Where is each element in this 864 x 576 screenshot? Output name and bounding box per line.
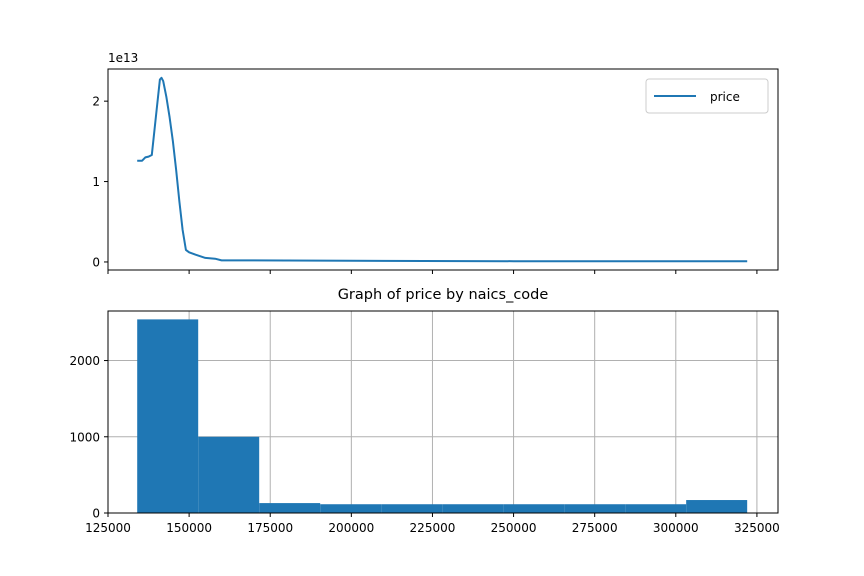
histogram-xtick-label: 125000 <box>85 521 131 535</box>
histogram-bar <box>564 504 626 513</box>
line-ytick-label: 2 <box>92 95 100 109</box>
histogram-bar <box>320 504 382 513</box>
line-y-axis: 0 1 2 <box>92 95 108 269</box>
histogram-bar <box>381 504 443 513</box>
histogram-bar <box>198 436 260 513</box>
line-chart-frame <box>107 68 779 271</box>
histogram-title: Graph of price by naics_code <box>338 287 549 303</box>
histogram-bar <box>686 500 748 513</box>
histogram-xtick-label: 200000 <box>328 521 374 535</box>
histogram-panel: Graph of price by naics_code 0 1000 2000 1… <box>69 287 779 535</box>
line-chart-panel: 0 1 2 1e13 price <box>92 51 779 274</box>
histogram-xtick-label: 275000 <box>572 521 618 535</box>
histogram-frame <box>107 310 779 514</box>
line-plot-area <box>137 76 748 263</box>
histogram-bar <box>259 503 321 513</box>
histogram-bar <box>137 319 199 513</box>
histogram-bar <box>442 504 504 513</box>
histogram-xtick-label: 225000 <box>410 521 456 535</box>
legend-entry-price: price <box>710 90 740 104</box>
histogram-xtick-label: 300000 <box>653 521 699 535</box>
histogram-bar <box>503 504 565 513</box>
histogram-bars <box>137 319 748 513</box>
histogram-xtick-label: 175000 <box>247 521 293 535</box>
histogram-ytick-label: 2000 <box>69 354 100 368</box>
line-x-axis <box>107 270 758 274</box>
histogram-xtick-label: 250000 <box>491 521 537 535</box>
legend: price <box>645 78 769 114</box>
histogram-xtick-label: 150000 <box>166 521 212 535</box>
line-ytick-label: 0 <box>92 255 100 269</box>
histogram-ytick-label: 1000 <box>69 430 100 444</box>
histogram-x-axis: 125000 150000 175000 200000 225000 250000 2750… <box>85 513 780 535</box>
y-offset-label: 1e13 <box>108 51 138 65</box>
histogram-y-axis: 0 1000 2000 <box>69 354 108 521</box>
legend-box <box>645 78 769 114</box>
histogram-ytick-label: 0 <box>92 507 100 521</box>
histogram-xtick-label: 325000 <box>734 521 780 535</box>
line-ytick-label: 1 <box>92 175 100 189</box>
series-line-price <box>137 76 748 263</box>
histogram-bar <box>625 504 687 513</box>
